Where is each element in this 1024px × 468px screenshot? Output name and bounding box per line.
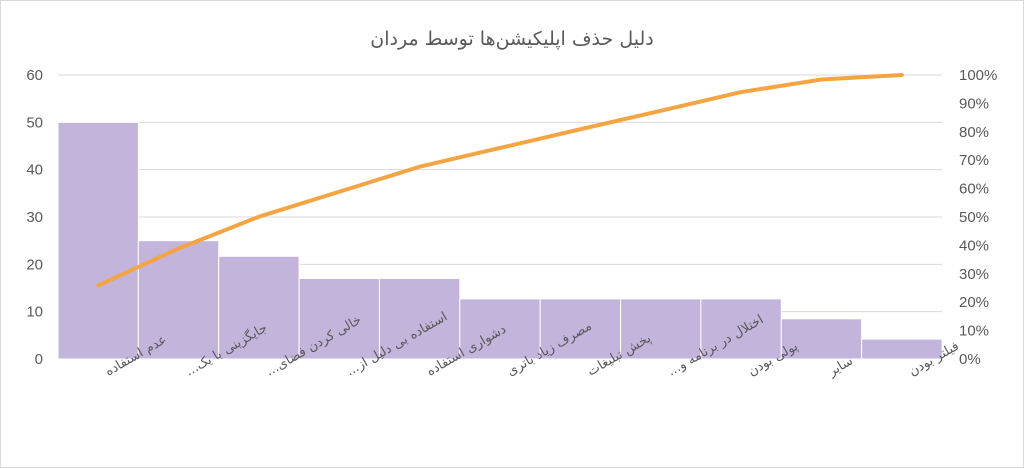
bar	[861, 338, 943, 360]
y-tick-label: 50	[26, 114, 43, 131]
y2-tick-label: 50%	[959, 209, 989, 226]
bar	[459, 298, 541, 360]
y2-tick-label: 90%	[959, 95, 989, 112]
y2-tick-label: 30%	[959, 266, 989, 283]
secondary-y-axis: 0% 10% 20% 30% 40% 50% 60% 70% 80% 90% 100%	[959, 67, 997, 368]
bar	[298, 278, 380, 360]
y2-tick-label: 70%	[959, 152, 989, 169]
y-tick-label: 60	[26, 67, 43, 84]
y-tick-label: 30	[26, 209, 43, 226]
bar-series	[57, 121, 943, 360]
cumulative-line-series	[96, 73, 904, 288]
y2-tick-label: 60%	[959, 181, 989, 198]
y-tick-label: 0	[35, 351, 43, 368]
y-tick-label: 20	[26, 256, 43, 273]
y2-tick-label: 20%	[959, 294, 989, 311]
primary-y-axis: 0 10 20 30 40 50 60	[26, 67, 43, 368]
bar	[378, 278, 461, 360]
y2-tick-label: 0%	[959, 351, 981, 368]
bar	[218, 255, 300, 360]
bar	[700, 298, 782, 360]
bar	[57, 121, 139, 360]
chart-title: دلیل حذف اپلیکیشن‌ها توسط مردان	[370, 28, 653, 50]
cumulative-line	[96, 73, 904, 288]
y2-tick-label: 40%	[959, 237, 989, 254]
y2-tick-label: 80%	[959, 124, 989, 141]
y-tick-label: 10	[26, 304, 43, 321]
y2-tick-label: 10%	[959, 323, 989, 340]
y-tick-label: 40	[26, 162, 43, 179]
y2-tick-label: 100%	[959, 67, 997, 84]
